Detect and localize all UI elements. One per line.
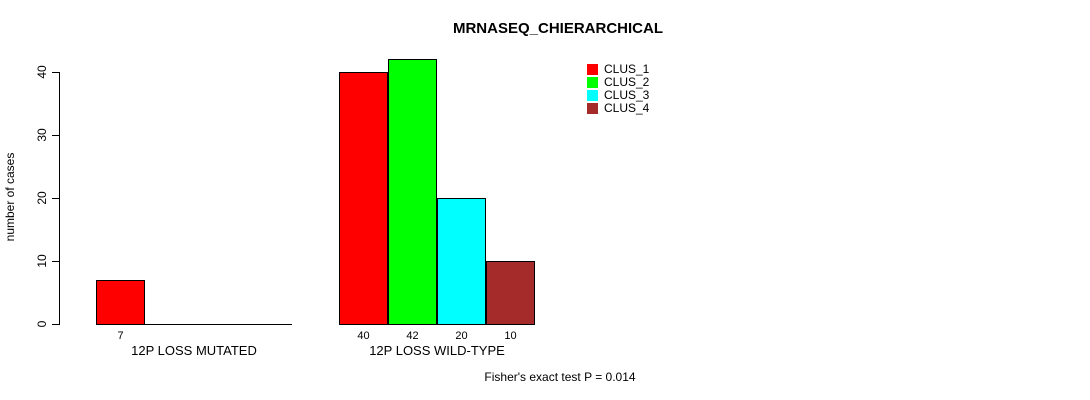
bar-value-label: 7: [117, 330, 124, 342]
y-axis-tick: [52, 324, 59, 325]
y-axis-tick: [52, 135, 59, 136]
x-axis-baseline: [96, 324, 292, 325]
legend-item-clus_1: CLUS_1: [587, 62, 650, 76]
category-label: 12P LOSS WILD-TYPE: [369, 343, 505, 358]
bar-clus_4-group2: [486, 261, 535, 325]
bar-clus_3-group2: [437, 198, 486, 325]
legend-swatch-clus_1: [587, 64, 598, 75]
legend-item-clus_3: CLUS_3: [587, 88, 650, 102]
y-axis-line: [59, 72, 60, 325]
legend-label: CLUS_1: [604, 62, 650, 76]
bar-value-label: 40: [357, 330, 370, 342]
y-tick-label: 20: [35, 191, 49, 205]
legend: CLUS_1 CLUS_2 CLUS_3 CLUS_4: [587, 62, 650, 115]
chart-title: MRNASEQ_CHIERARCHICAL: [452, 20, 663, 37]
legend-item-clus_4: CLUS_4: [587, 101, 650, 115]
legend-label: CLUS_2: [604, 75, 650, 89]
y-axis-tick: [52, 261, 59, 262]
y-tick-label: 30: [35, 128, 49, 142]
y-tick-label: 10: [35, 254, 49, 268]
bar-value-label: 42: [406, 330, 419, 342]
bar-value-label: 10: [504, 330, 517, 342]
bar-clus_1-group2: [339, 72, 388, 325]
y-axis-tick: [52, 72, 59, 73]
y-axis-label: number of cases: [3, 152, 17, 242]
legend-item-clus_2: CLUS_2: [587, 75, 650, 89]
bar-clus_2-group2: [388, 59, 437, 325]
y-tick-label: 40: [35, 65, 49, 79]
y-tick-label: 0: [35, 320, 49, 328]
bar-value-label: 20: [455, 330, 468, 342]
legend-swatch-clus_4: [587, 103, 598, 114]
fisher-test-annotation: Fisher's exact test P = 0.014: [484, 370, 636, 384]
y-axis-tick: [52, 198, 59, 199]
legend-swatch-clus_2: [587, 77, 598, 88]
legend-label: CLUS_4: [604, 101, 650, 115]
legend-swatch-clus_3: [587, 90, 598, 101]
category-label: 12P LOSS MUTATED: [131, 343, 257, 358]
bar-clus_1-group1: [96, 280, 145, 325]
legend-label: CLUS_3: [604, 88, 650, 102]
